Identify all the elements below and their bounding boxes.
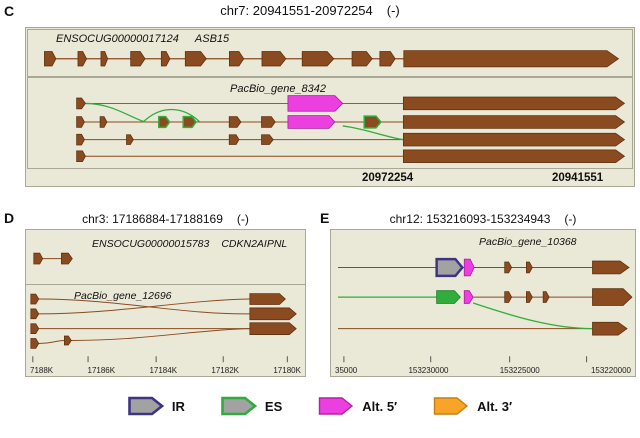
axis-tick-label: 153225000 (499, 366, 540, 375)
panel-e-strand: (-) (564, 212, 577, 226)
panel-e-title: chr12: 153216093-153234943 (-) (330, 212, 636, 226)
panel-d-title-text: chr3: 17186884-17188169 (82, 212, 223, 226)
panel-d-axis: 7188K 17186K 17184K 17182K 17180K (30, 366, 301, 375)
panel-d-gene-label: ENSOCUG00000015783 CDKN2AIPNL (92, 238, 287, 250)
panel-d-pacbio-label: PacBio_gene_12696 (74, 290, 172, 302)
d-svg (30, 252, 297, 363)
axis-tick-label: 17186K (87, 366, 116, 375)
legend-item-alt5: Alt. 5′ (318, 396, 397, 416)
panel-d-gene-name: CDKN2AIPNL (221, 238, 288, 250)
panel-c-box: ENSOCUG00000017124 ASB15 PacBio_gene_8342… (25, 27, 635, 187)
axis-tick-label: 17184K (149, 366, 178, 375)
panel-d-letter: D (4, 210, 15, 226)
legend-label-alt3: Alt. 3′ (477, 398, 513, 414)
c-track2-svg (76, 95, 626, 164)
es-icon (221, 396, 257, 416)
alt-3-icon (433, 397, 469, 415)
panel-d-divider (26, 284, 305, 285)
ir-icon (128, 396, 164, 416)
panel-c-gene-label: ENSOCUG00000017124 ASB15 (56, 33, 229, 45)
legend-label-alt5: Alt. 5′ (362, 398, 398, 414)
axis-tick-label: 153220000 (590, 366, 631, 375)
axis-tick-label: 17180K (273, 366, 301, 375)
legend-item-ir: IR (128, 396, 185, 416)
alt-5-icon (319, 397, 354, 415)
panel-e-letter: E (320, 210, 330, 226)
panel-c-gene-id: ENSOCUG00000017124 (56, 33, 179, 45)
legend-label-ir: IR (171, 398, 185, 414)
panel-c-title: chr7: 20941551-20972254 (-) (110, 3, 510, 18)
panel-c-coord-left: 20972254 (362, 172, 414, 184)
panel-c-strand: (-) (386, 3, 400, 18)
panel-e-box: PacBio_gene_10368 35000 153230000 153225… (330, 229, 636, 377)
panel-e-axis: 35000 153230000 153225000 153220000 (335, 366, 631, 375)
axis-tick-label: 7188K (30, 366, 54, 375)
panel-c-ensembl-track: ENSOCUG00000017124 ASB15 (27, 29, 633, 77)
axis-tick-label: 35000 (335, 366, 358, 375)
panel-d-title: chr3: 17186884-17188169 (-) (25, 212, 306, 226)
legend: IR ES Alt. 5′ Alt. 3′ (0, 396, 640, 416)
panel-d-box: ENSOCUG00000015783 CDKN2AIPNL PacBio_gene… (25, 229, 306, 377)
panel-d-strand: (-) (236, 212, 249, 226)
axis-tick-label: 153230000 (408, 366, 449, 375)
panel-d-gene-id: ENSOCUG00000015783 (92, 238, 210, 250)
panel-c-letter: C (4, 3, 15, 19)
panel-c-pacbio-label: PacBio_gene_8342 (230, 83, 327, 95)
panel-c-title-text: chr7: 20941551-20972254 (220, 3, 373, 18)
panel-c-gene-name: ASB15 (194, 33, 230, 45)
legend-item-es: ES (221, 396, 282, 416)
legend-item-alt3: Alt. 3′ (433, 396, 512, 416)
panel-c-coord-right: 20941551 (552, 172, 604, 184)
c-track1-svg (44, 50, 620, 68)
panel-e-pacbio-label: PacBio_gene_10368 (479, 236, 577, 248)
panel-e-title-text: chr12: 153216093-153234943 (389, 212, 551, 226)
e-svg (337, 257, 633, 363)
axis-tick-label: 17182K (211, 366, 239, 375)
panel-c-pacbio-track: PacBio_gene_8342 (27, 77, 633, 169)
legend-label-es: ES (264, 398, 283, 414)
